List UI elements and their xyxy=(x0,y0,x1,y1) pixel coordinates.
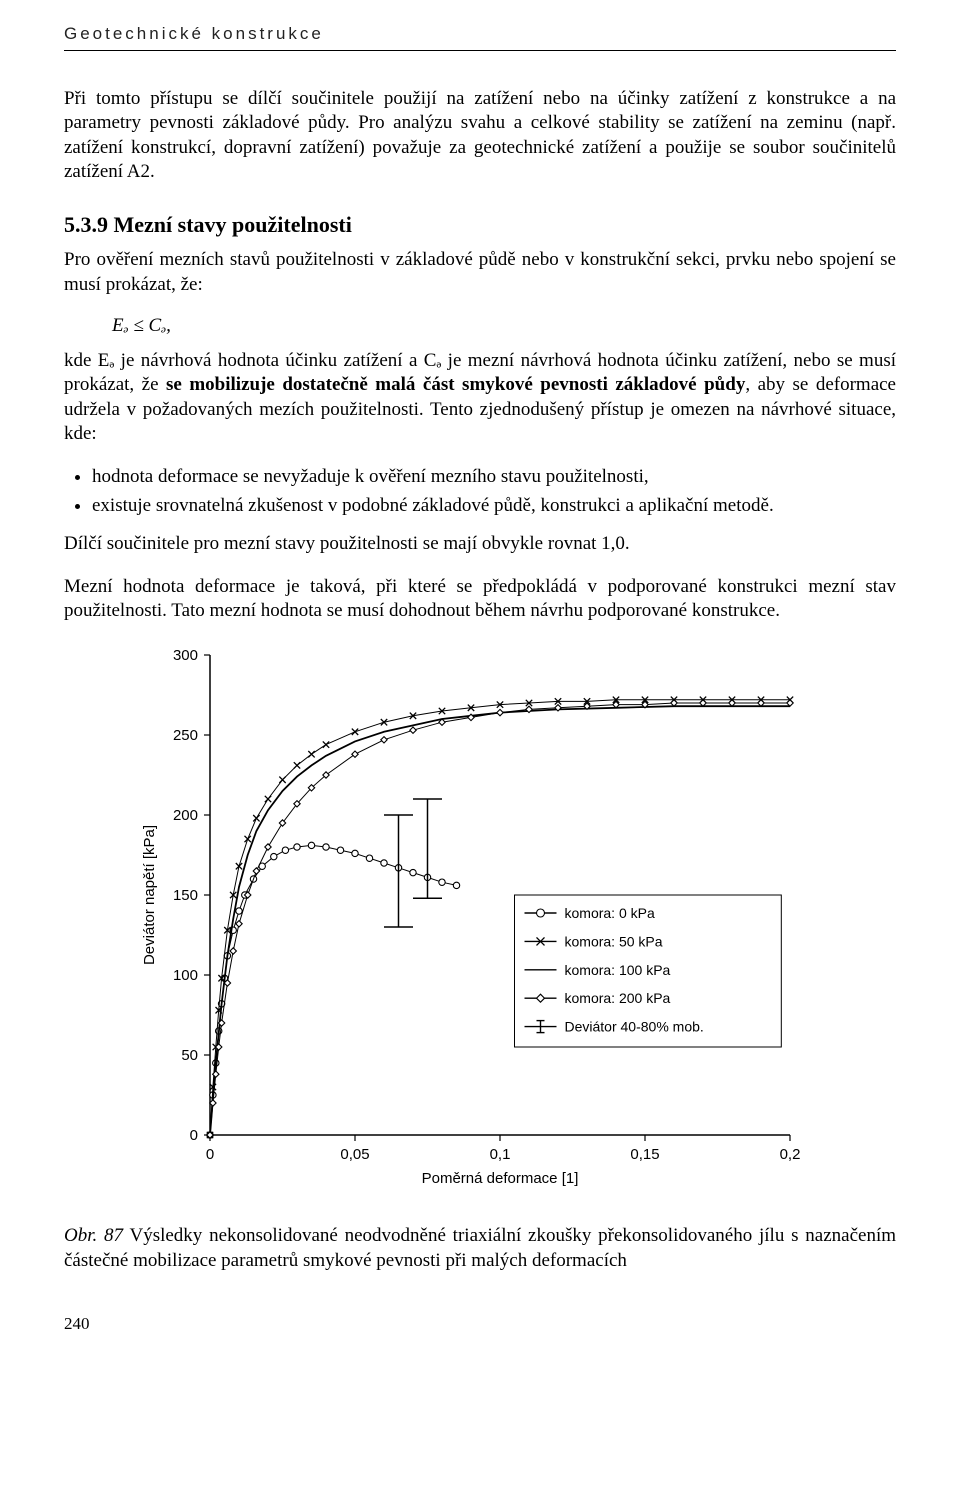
figure-label: Obr. 87 xyxy=(64,1225,123,1246)
svg-text:komora: 200 kPa: komora: 200 kPa xyxy=(565,990,671,1006)
svg-text:0: 0 xyxy=(190,1127,198,1144)
svg-text:200: 200 xyxy=(173,807,198,824)
running-head: Geotechnické konstrukce xyxy=(64,24,896,51)
svg-text:komora: 0 kPa: komora: 0 kPa xyxy=(565,905,655,921)
svg-text:100: 100 xyxy=(173,967,198,984)
svg-text:150: 150 xyxy=(173,887,198,904)
paragraph-3: kde Eₔ je návrhová hodnota účinku zatíže… xyxy=(64,349,896,446)
paragraph-4: Dílčí součinitele pro mezní stavy použit… xyxy=(64,532,896,556)
svg-text:0,2: 0,2 xyxy=(780,1146,801,1163)
triaxial-chart: 0 50 100 150 200 250 300 0 0,05 0,1 0,15 0,2 Poměrná… xyxy=(124,645,896,1210)
bullet-item: hodnota deformace se nevyžaduje k ověřen… xyxy=(92,464,896,489)
paragraph-1: Při tomto přístupu se dílčí součinitele … xyxy=(64,87,896,184)
svg-text:0,15: 0,15 xyxy=(630,1146,659,1163)
svg-text:komora: 100 kPa: komora: 100 kPa xyxy=(565,962,671,978)
svg-text:0: 0 xyxy=(206,1146,214,1163)
inequality-formula: Eₔ ≤ Cₔ, xyxy=(112,315,896,337)
svg-text:300: 300 xyxy=(173,647,198,664)
page-number: 240 xyxy=(64,1314,896,1334)
svg-text:250: 250 xyxy=(173,727,198,744)
section-heading: 5.3.9 Mezní stavy použitelnosti xyxy=(64,212,896,238)
paragraph-2: Pro ověření mezních stavů použitelnosti … xyxy=(64,248,896,297)
svg-text:0,1: 0,1 xyxy=(490,1146,511,1163)
svg-text:Deviátor napětí [kPa]: Deviátor napětí [kPa] xyxy=(141,825,158,965)
svg-text:Deviátor 40-80% mob.: Deviátor 40-80% mob. xyxy=(565,1019,704,1035)
figure-caption-text: Výsledky nekonsolidované neodvodněné tri… xyxy=(64,1225,896,1271)
bullet-item: existuje srovnatelná zkušenost v podobné… xyxy=(92,493,896,518)
bullet-list: hodnota deformace se nevyžaduje k ověřen… xyxy=(64,464,896,518)
svg-text:Poměrná deformace [1]: Poměrná deformace [1] xyxy=(422,1170,579,1187)
figure-caption: Obr. 87 Výsledky nekonsolidované neodvod… xyxy=(64,1224,896,1273)
para3-bold: se mobilizuje dostatečně malá část smyko… xyxy=(166,374,745,395)
paragraph-5: Mezní hodnota deformace je taková, při k… xyxy=(64,575,896,624)
svg-text:komora: 50 kPa: komora: 50 kPa xyxy=(565,934,663,950)
svg-text:0,05: 0,05 xyxy=(340,1146,369,1163)
svg-text:50: 50 xyxy=(181,1047,198,1064)
chart-svg: 0 50 100 150 200 250 300 0 0,05 0,1 0,15 0,2 Poměrná… xyxy=(124,645,824,1205)
